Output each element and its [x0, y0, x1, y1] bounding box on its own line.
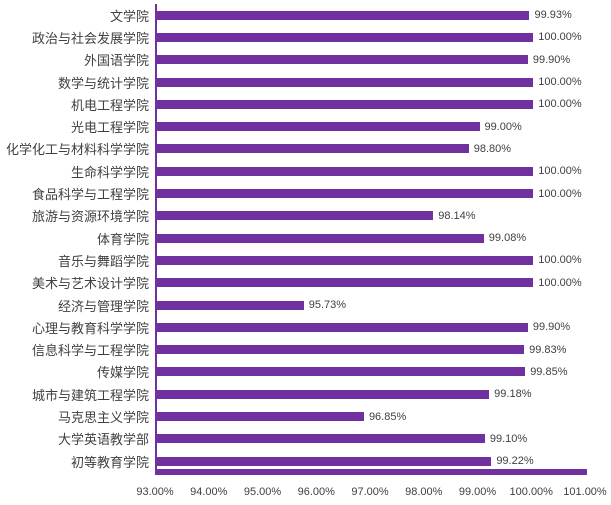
category-label: 外国语学院 — [83, 53, 149, 69]
bar — [157, 77, 534, 87]
category-label: 美术与艺术设计学院 — [31, 276, 149, 292]
x-axis-tick-label: 96.00% — [297, 486, 335, 498]
bar — [157, 166, 534, 176]
bar — [157, 32, 534, 42]
value-label: 100.00% — [538, 254, 582, 267]
x-axis-tick-label: 101.00% — [563, 486, 607, 498]
category-label: 城市与建筑工程学院 — [31, 387, 149, 403]
category-label: 数学与统计学院 — [57, 75, 149, 91]
value-label: 98.14% — [438, 209, 476, 222]
value-label: 99.10% — [489, 432, 528, 445]
category-label: 经济与管理学院 — [57, 298, 149, 314]
category-label: 初等教育学院 — [70, 454, 149, 470]
category-label: 马克思主义学院 — [57, 410, 149, 426]
category-label: 食品科学与工程学院 — [31, 187, 149, 203]
value-label: 100.00% — [538, 187, 582, 200]
bar — [157, 55, 528, 65]
bar — [157, 278, 534, 288]
y-axis-line — [155, 4, 157, 475]
value-label: 99.08% — [488, 232, 527, 245]
value-label: 95.73% — [308, 299, 347, 312]
category-label: 信息科学与工程学院 — [31, 343, 149, 359]
category-label: 传媒学院 — [96, 365, 149, 381]
value-label: 98.80% — [473, 142, 512, 155]
value-label: 96.85% — [368, 410, 407, 423]
bar — [157, 345, 525, 355]
value-label: 99.90% — [532, 53, 571, 66]
x-axis-tick-label: 97.00% — [351, 486, 389, 498]
value-label: 100.00% — [538, 98, 582, 111]
value-label: 99.83% — [529, 343, 567, 356]
value-label: 100.00% — [538, 165, 582, 178]
category-label: 光电工程学院 — [70, 120, 149, 136]
x-axis-tick-label: 95.00% — [243, 486, 282, 498]
bar — [157, 322, 528, 332]
value-label: 100.00% — [538, 76, 582, 89]
bar — [157, 389, 490, 399]
bar — [157, 144, 469, 154]
bar — [157, 456, 492, 466]
bar — [157, 122, 480, 132]
category-label: 心理与教育科学学院 — [31, 320, 149, 336]
category-label: 政治与社会发展学院 — [31, 30, 149, 46]
category-label: 机电工程学院 — [70, 97, 149, 113]
x-axis-tick-label: 98.00% — [405, 486, 443, 498]
bar — [157, 99, 534, 109]
bar — [157, 211, 434, 221]
category-label: 旅游与资源环境学院 — [31, 209, 149, 225]
value-label: 99.22% — [496, 455, 534, 468]
x-axis-tick-label: 100.00% — [509, 486, 553, 498]
value-label: 99.00% — [484, 120, 522, 133]
bar — [157, 412, 364, 422]
value-label: 99.93% — [534, 9, 572, 22]
x-axis-tick-label: 99.00% — [458, 486, 497, 498]
category-label: 体育学院 — [96, 231, 149, 247]
category-label: 音乐与舞蹈学院 — [57, 253, 149, 269]
value-label: 99.90% — [532, 321, 571, 334]
x-axis-tick-label: 93.00% — [136, 486, 174, 498]
bar — [157, 255, 534, 265]
x-axis-line — [155, 469, 587, 475]
category-label: 化学化工与材料科学学院 — [5, 142, 149, 158]
category-label: 大学英语教学部 — [57, 432, 149, 448]
value-label: 99.18% — [494, 388, 532, 401]
bar — [157, 434, 485, 444]
bar — [157, 233, 484, 243]
value-label: 100.00% — [538, 276, 582, 289]
value-label: 100.00% — [538, 31, 582, 44]
bar — [157, 367, 526, 377]
category-label: 生命科学学院 — [70, 164, 149, 180]
value-label: 99.85% — [530, 365, 568, 378]
category-label: 文学院 — [109, 8, 149, 24]
x-axis-tick-label: 94.00% — [190, 486, 228, 498]
bar — [157, 10, 530, 20]
bar — [157, 300, 304, 310]
bar — [157, 189, 534, 199]
